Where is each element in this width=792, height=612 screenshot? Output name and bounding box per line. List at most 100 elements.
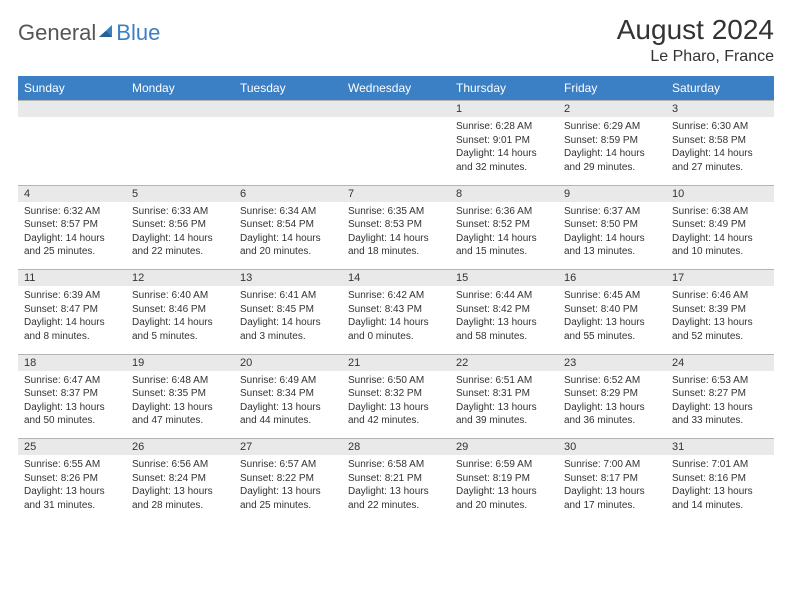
daylight-text: Daylight: 14 hours and 15 minutes. xyxy=(456,232,552,259)
sunset-text: Sunset: 8:50 PM xyxy=(564,218,660,232)
day-number: 11 xyxy=(24,272,35,284)
day-details-cell: Sunrise: 6:58 AMSunset: 8:21 PMDaylight:… xyxy=(342,455,450,523)
day-number: 3 xyxy=(672,103,678,115)
sunrise-text: Sunrise: 6:41 AM xyxy=(240,289,336,303)
day-details-cell: Sunrise: 6:32 AMSunset: 8:57 PMDaylight:… xyxy=(18,202,126,270)
daylight-text: Daylight: 13 hours and 14 minutes. xyxy=(672,485,768,512)
sunset-text: Sunset: 8:26 PM xyxy=(24,472,120,486)
day-number: 28 xyxy=(348,441,360,453)
sunrise-text: Sunrise: 6:59 AM xyxy=(456,458,552,472)
day-details-cell: Sunrise: 6:46 AMSunset: 8:39 PMDaylight:… xyxy=(666,286,774,354)
daylight-text: Daylight: 14 hours and 0 minutes. xyxy=(348,316,444,343)
day-number-cell: 12 xyxy=(126,270,234,287)
weekday-header: Monday xyxy=(126,76,234,101)
day-number: 24 xyxy=(672,357,684,369)
weekday-header: Wednesday xyxy=(342,76,450,101)
daylight-text: Daylight: 14 hours and 10 minutes. xyxy=(672,232,768,259)
sunrise-text: Sunrise: 6:46 AM xyxy=(672,289,768,303)
day-details-cell xyxy=(234,117,342,185)
daylight-text: Daylight: 13 hours and 52 minutes. xyxy=(672,316,768,343)
sunset-text: Sunset: 8:21 PM xyxy=(348,472,444,486)
day-details-cell xyxy=(342,117,450,185)
sunset-text: Sunset: 8:27 PM xyxy=(672,387,768,401)
day-number-cell: 2 xyxy=(558,101,666,118)
day-number-row: 25262728293031 xyxy=(18,439,774,456)
daylight-text: Daylight: 14 hours and 29 minutes. xyxy=(564,147,660,174)
day-number-cell: 23 xyxy=(558,354,666,371)
day-number-cell: 7 xyxy=(342,185,450,202)
sunrise-text: Sunrise: 6:33 AM xyxy=(132,205,228,219)
daylight-text: Daylight: 13 hours and 28 minutes. xyxy=(132,485,228,512)
sunrise-text: Sunrise: 7:00 AM xyxy=(564,458,660,472)
sunrise-text: Sunrise: 6:38 AM xyxy=(672,205,768,219)
sunset-text: Sunset: 8:52 PM xyxy=(456,218,552,232)
day-details-cell: Sunrise: 6:36 AMSunset: 8:52 PMDaylight:… xyxy=(450,202,558,270)
daylight-text: Daylight: 13 hours and 22 minutes. xyxy=(348,485,444,512)
day-number-cell: 25 xyxy=(18,439,126,456)
day-number: 20 xyxy=(240,357,252,369)
daylight-text: Daylight: 14 hours and 32 minutes. xyxy=(456,147,552,174)
day-number-cell: 4 xyxy=(18,185,126,202)
sunset-text: Sunset: 8:43 PM xyxy=(348,303,444,317)
month-title: August 2024 xyxy=(617,14,774,46)
sunrise-text: Sunrise: 6:30 AM xyxy=(672,120,768,134)
day-details-cell: Sunrise: 6:30 AMSunset: 8:58 PMDaylight:… xyxy=(666,117,774,185)
day-details-cell: Sunrise: 6:55 AMSunset: 8:26 PMDaylight:… xyxy=(18,455,126,523)
day-number: 7 xyxy=(348,188,354,200)
day-details-cell: Sunrise: 7:01 AMSunset: 8:16 PMDaylight:… xyxy=(666,455,774,523)
sunrise-text: Sunrise: 6:50 AM xyxy=(348,374,444,388)
day-number: 25 xyxy=(24,441,36,453)
daylight-text: Daylight: 13 hours and 31 minutes. xyxy=(24,485,120,512)
day-number-cell: 22 xyxy=(450,354,558,371)
sunrise-text: Sunrise: 6:44 AM xyxy=(456,289,552,303)
daylight-text: Daylight: 13 hours and 42 minutes. xyxy=(348,401,444,428)
sunset-text: Sunset: 8:53 PM xyxy=(348,218,444,232)
day-number-cell: 31 xyxy=(666,439,774,456)
day-details-cell: Sunrise: 6:29 AMSunset: 8:59 PMDaylight:… xyxy=(558,117,666,185)
day-number-row: 18192021222324 xyxy=(18,354,774,371)
sunrise-text: Sunrise: 6:28 AM xyxy=(456,120,552,134)
day-number: 9 xyxy=(564,188,570,200)
day-details-cell xyxy=(18,117,126,185)
sunset-text: Sunset: 8:29 PM xyxy=(564,387,660,401)
day-number-cell: 21 xyxy=(342,354,450,371)
sunset-text: Sunset: 8:22 PM xyxy=(240,472,336,486)
day-number-cell: 14 xyxy=(342,270,450,287)
day-number-cell: 18 xyxy=(18,354,126,371)
day-number: 6 xyxy=(240,188,246,200)
weekday-header: Friday xyxy=(558,76,666,101)
day-number-cell xyxy=(342,101,450,118)
daylight-text: Daylight: 14 hours and 20 minutes. xyxy=(240,232,336,259)
day-number-cell: 9 xyxy=(558,185,666,202)
calendar-table: Sunday Monday Tuesday Wednesday Thursday… xyxy=(18,76,774,523)
day-details-row: Sunrise: 6:55 AMSunset: 8:26 PMDaylight:… xyxy=(18,455,774,523)
day-number: 21 xyxy=(348,357,360,369)
sunset-text: Sunset: 8:57 PM xyxy=(24,218,120,232)
sunset-text: Sunset: 8:42 PM xyxy=(456,303,552,317)
day-number: 17 xyxy=(672,272,684,284)
day-number-cell: 11 xyxy=(18,270,126,287)
day-details-row: Sunrise: 6:32 AMSunset: 8:57 PMDaylight:… xyxy=(18,202,774,270)
day-details-cell: Sunrise: 6:39 AMSunset: 8:47 PMDaylight:… xyxy=(18,286,126,354)
day-number-cell: 6 xyxy=(234,185,342,202)
day-number-cell: 8 xyxy=(450,185,558,202)
day-number: 4 xyxy=(24,188,30,200)
day-number-cell: 27 xyxy=(234,439,342,456)
day-number-row: 45678910 xyxy=(18,185,774,202)
logo-text-blue: Blue xyxy=(116,20,160,46)
daylight-text: Daylight: 13 hours and 58 minutes. xyxy=(456,316,552,343)
daylight-text: Daylight: 14 hours and 18 minutes. xyxy=(348,232,444,259)
daylight-text: Daylight: 13 hours and 20 minutes. xyxy=(456,485,552,512)
sunset-text: Sunset: 8:34 PM xyxy=(240,387,336,401)
day-number: 16 xyxy=(564,272,576,284)
daylight-text: Daylight: 13 hours and 36 minutes. xyxy=(564,401,660,428)
sunrise-text: Sunrise: 6:48 AM xyxy=(132,374,228,388)
day-number-row: 11121314151617 xyxy=(18,270,774,287)
sunrise-text: Sunrise: 6:57 AM xyxy=(240,458,336,472)
day-details-cell: Sunrise: 6:33 AMSunset: 8:56 PMDaylight:… xyxy=(126,202,234,270)
day-number: 8 xyxy=(456,188,462,200)
day-number-cell: 30 xyxy=(558,439,666,456)
day-number-cell: 28 xyxy=(342,439,450,456)
day-number-cell: 10 xyxy=(666,185,774,202)
day-details-cell: Sunrise: 6:45 AMSunset: 8:40 PMDaylight:… xyxy=(558,286,666,354)
